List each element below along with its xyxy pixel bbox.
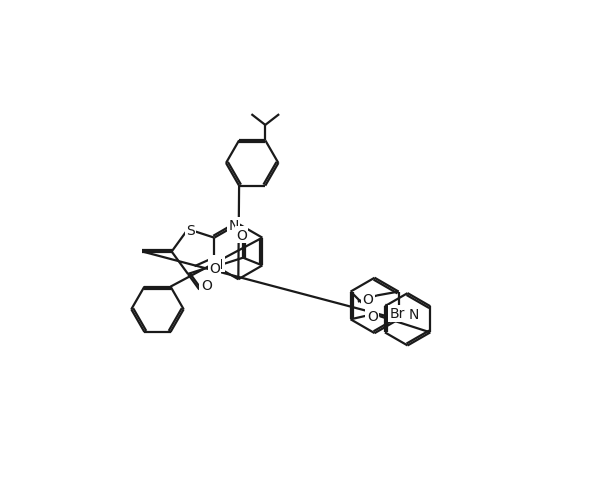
Text: N: N [409, 307, 419, 321]
Text: O: O [236, 228, 247, 242]
Text: S: S [186, 223, 195, 238]
Text: N: N [228, 219, 239, 233]
Text: O: O [362, 293, 373, 307]
Text: N: N [213, 257, 224, 271]
Text: O: O [201, 278, 212, 292]
Text: O: O [367, 310, 377, 324]
Text: Br: Br [390, 307, 405, 321]
Text: O: O [209, 261, 220, 275]
